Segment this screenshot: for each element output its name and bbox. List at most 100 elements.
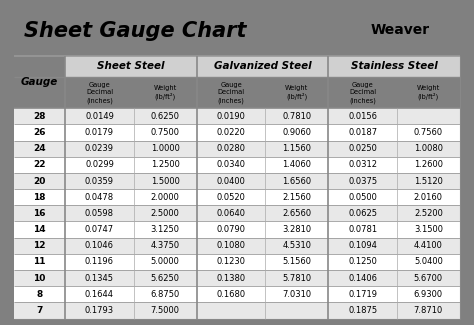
Text: 6.9300: 6.9300 xyxy=(414,290,443,299)
Text: 14: 14 xyxy=(33,225,46,234)
Text: 0.7560: 0.7560 xyxy=(414,128,443,137)
Text: Stainless Steel: Stainless Steel xyxy=(351,61,438,72)
Text: 0.1793: 0.1793 xyxy=(85,306,114,315)
Text: 5.0400: 5.0400 xyxy=(414,257,443,266)
Text: 0.0375: 0.0375 xyxy=(348,176,377,186)
Text: 0.0640: 0.0640 xyxy=(217,209,246,218)
Text: 7: 7 xyxy=(36,306,43,315)
Bar xyxy=(14,254,460,270)
Text: 1.6560: 1.6560 xyxy=(282,176,311,186)
Text: 2.6560: 2.6560 xyxy=(282,209,311,218)
Text: 0.0359: 0.0359 xyxy=(85,176,114,186)
Text: 5.6250: 5.6250 xyxy=(151,274,180,282)
Text: 0.0187: 0.0187 xyxy=(348,128,377,137)
Text: 0.0312: 0.0312 xyxy=(348,160,377,169)
Bar xyxy=(14,157,460,173)
Text: 0.0340: 0.0340 xyxy=(217,160,246,169)
Text: 0.0500: 0.0500 xyxy=(348,193,377,202)
Text: 3.2810: 3.2810 xyxy=(282,225,311,234)
Bar xyxy=(65,56,197,77)
Text: 2.0160: 2.0160 xyxy=(414,193,443,202)
Text: 4.3750: 4.3750 xyxy=(151,241,180,250)
Text: 0.0299: 0.0299 xyxy=(85,160,114,169)
Text: 0.0250: 0.0250 xyxy=(348,144,377,153)
Bar xyxy=(14,189,460,205)
Text: 0.0781: 0.0781 xyxy=(348,225,377,234)
Text: 12: 12 xyxy=(33,241,46,250)
Text: 2.5200: 2.5200 xyxy=(414,209,443,218)
Text: 1.0080: 1.0080 xyxy=(414,144,443,153)
Text: 0.0239: 0.0239 xyxy=(85,144,114,153)
Text: 0.0156: 0.0156 xyxy=(348,112,377,121)
Text: 1.2600: 1.2600 xyxy=(414,160,443,169)
Text: 7.5000: 7.5000 xyxy=(151,306,180,315)
Text: 0.0790: 0.0790 xyxy=(217,225,246,234)
Bar xyxy=(14,205,460,221)
Text: 24: 24 xyxy=(33,144,46,153)
Text: 18: 18 xyxy=(33,193,46,202)
Text: 0.0747: 0.0747 xyxy=(85,225,114,234)
Text: 0.0280: 0.0280 xyxy=(217,144,246,153)
Text: 26: 26 xyxy=(33,128,46,137)
Text: 1.2500: 1.2500 xyxy=(151,160,180,169)
Text: 1.1560: 1.1560 xyxy=(283,144,311,153)
Text: 0.1094: 0.1094 xyxy=(348,241,377,250)
Text: 4.5310: 4.5310 xyxy=(283,241,311,250)
Text: 2.0000: 2.0000 xyxy=(151,193,180,202)
Text: Gauge
Decimal
(inches): Gauge Decimal (inches) xyxy=(349,82,376,104)
Bar xyxy=(14,173,460,189)
Text: 0.7500: 0.7500 xyxy=(151,128,180,137)
Text: 0.0400: 0.0400 xyxy=(217,176,246,186)
Text: Weight
(lb/ft²): Weight (lb/ft²) xyxy=(285,85,309,100)
Text: 0.1380: 0.1380 xyxy=(217,274,246,282)
Text: Gauge
Decimal
(inches): Gauge Decimal (inches) xyxy=(218,82,245,104)
Text: 1.5000: 1.5000 xyxy=(151,176,180,186)
Bar xyxy=(14,302,460,318)
Text: 0.7810: 0.7810 xyxy=(282,112,311,121)
Text: 8: 8 xyxy=(36,290,43,299)
Text: Gauge: Gauge xyxy=(21,77,58,87)
Text: 1.5120: 1.5120 xyxy=(414,176,443,186)
Text: Weight
(lb/ft²): Weight (lb/ft²) xyxy=(417,85,440,100)
Bar xyxy=(14,124,460,141)
Text: Gauge
Decimal
(inches): Gauge Decimal (inches) xyxy=(86,82,113,104)
Text: 7.0310: 7.0310 xyxy=(282,290,311,299)
Text: 28: 28 xyxy=(33,112,46,121)
Text: 5.7810: 5.7810 xyxy=(282,274,311,282)
Text: 0.6250: 0.6250 xyxy=(151,112,180,121)
Text: 10: 10 xyxy=(34,274,46,282)
Text: 7.8710: 7.8710 xyxy=(414,306,443,315)
Text: 0.0625: 0.0625 xyxy=(348,209,377,218)
Text: Weight
(lb/ft²): Weight (lb/ft²) xyxy=(154,85,177,100)
Text: Sheet Steel: Sheet Steel xyxy=(97,61,164,72)
Text: 0.1680: 0.1680 xyxy=(217,290,246,299)
Text: Galvanized Steel: Galvanized Steel xyxy=(214,61,311,72)
Text: 5.0000: 5.0000 xyxy=(151,257,180,266)
Text: 4.4100: 4.4100 xyxy=(414,241,443,250)
Bar xyxy=(14,221,460,238)
Text: 5.1560: 5.1560 xyxy=(283,257,311,266)
Text: 0.0149: 0.0149 xyxy=(85,112,114,121)
Text: 0.1406: 0.1406 xyxy=(348,274,377,282)
Text: 2.5000: 2.5000 xyxy=(151,209,180,218)
Text: 2.1560: 2.1560 xyxy=(283,193,311,202)
Text: 22: 22 xyxy=(33,160,46,169)
Text: 3.1500: 3.1500 xyxy=(414,225,443,234)
Text: 0.1230: 0.1230 xyxy=(217,257,246,266)
Bar xyxy=(328,56,460,77)
Text: 0.0520: 0.0520 xyxy=(217,193,246,202)
Text: Weaver: Weaver xyxy=(371,23,430,37)
Text: 0.1080: 0.1080 xyxy=(217,241,246,250)
Text: 0.1875: 0.1875 xyxy=(348,306,377,315)
Text: 1.0000: 1.0000 xyxy=(151,144,180,153)
Text: 3.1250: 3.1250 xyxy=(151,225,180,234)
Bar xyxy=(14,286,460,302)
Text: 0.0190: 0.0190 xyxy=(217,112,246,121)
Text: 0.1250: 0.1250 xyxy=(348,257,377,266)
Bar xyxy=(14,141,460,157)
Text: 0.0179: 0.0179 xyxy=(85,128,114,137)
Text: 1.4060: 1.4060 xyxy=(283,160,311,169)
Text: 0.1644: 0.1644 xyxy=(85,290,114,299)
Text: 20: 20 xyxy=(34,176,46,186)
Text: 0.0220: 0.0220 xyxy=(217,128,246,137)
